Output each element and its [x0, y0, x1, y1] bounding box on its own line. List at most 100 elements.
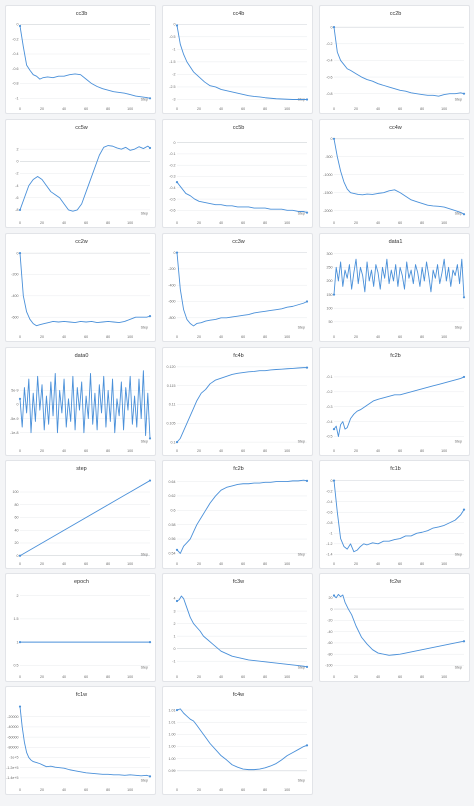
- series-start-point: [18, 397, 22, 400]
- y-tick-label: -80000: [7, 746, 18, 750]
- y-tick-label: -4: [15, 184, 18, 188]
- y-tick-label: -0.4: [326, 420, 332, 424]
- series-line: [176, 181, 308, 214]
- series-start-point: [18, 24, 22, 28]
- y-tick-label: -0.6: [326, 75, 332, 79]
- x-tick-label: 40: [376, 335, 380, 339]
- series-end-point: [148, 315, 152, 318]
- x-tick-label: 0: [176, 562, 178, 566]
- series-end-point: [305, 665, 309, 668]
- x-axis-label: Step: [455, 98, 462, 102]
- series-start-point: [175, 24, 179, 27]
- x-tick-label: 20: [40, 335, 44, 339]
- x-tick-label: 0: [19, 221, 21, 225]
- y-tick-label: 80: [15, 503, 19, 507]
- x-tick-label: 80: [106, 221, 110, 225]
- x-axis-label: Step: [141, 212, 148, 216]
- x-tick-label: 60: [241, 449, 245, 453]
- y-tick-label: -3: [172, 98, 175, 102]
- series-start-point: [18, 554, 22, 557]
- y-tick-label: -1.2: [326, 542, 332, 546]
- x-tick-label: 40: [376, 562, 380, 566]
- x-tick-label: 100: [127, 221, 133, 225]
- x-tick-label: 20: [197, 335, 201, 339]
- y-tick-label: 0.64: [169, 480, 176, 484]
- x-tick-label: 20: [197, 675, 201, 679]
- x-tick-label: 40: [62, 107, 66, 111]
- x-tick-label: 0: [19, 788, 21, 792]
- series-end-point: [305, 366, 309, 369]
- y-tick-label: -20000: [7, 715, 18, 719]
- series-start-point: [332, 594, 336, 597]
- y-tick-label: 3: [174, 609, 176, 613]
- y-tick-label: 0: [17, 160, 19, 164]
- chart-title: fc3w: [233, 579, 244, 585]
- y-tick-label: 1: [174, 634, 176, 638]
- y-tick-label: 0: [331, 479, 333, 483]
- chart-card-cc3w: cc3w 0 -200 -400 -600 -800 0 20 40 60 80 100 Step: [162, 233, 313, 342]
- x-tick-label: 20: [40, 675, 44, 679]
- x-tick-label: 80: [420, 335, 424, 339]
- y-tick-label: -5e-9: [10, 417, 18, 421]
- x-tick-label: 40: [376, 675, 380, 679]
- series-line: [176, 25, 308, 100]
- x-tick-label: 100: [284, 221, 290, 225]
- y-tick-label: -1: [172, 48, 175, 52]
- x-tick-label: 80: [263, 562, 267, 566]
- y-tick-label: -2.5: [169, 85, 175, 89]
- x-tick-label: 100: [441, 221, 447, 225]
- x-tick-label: 0: [333, 221, 335, 225]
- x-tick-label: 0: [19, 562, 21, 566]
- x-axis-label: Step: [141, 98, 148, 102]
- x-axis-label: Step: [455, 440, 462, 444]
- x-tick-label: 60: [398, 221, 402, 225]
- x-tick-label: 60: [84, 788, 88, 792]
- x-tick-label: 40: [62, 675, 66, 679]
- x-tick-label: 100: [127, 675, 133, 679]
- y-tick-label: 0: [17, 403, 19, 407]
- y-tick-label: -0.4: [169, 186, 175, 190]
- y-tick-label: 150: [327, 293, 333, 297]
- chart-title: data1: [389, 239, 403, 245]
- x-tick-label: 40: [219, 107, 223, 111]
- y-tick-label: 100: [13, 490, 19, 494]
- x-tick-label: 20: [40, 221, 44, 225]
- x-tick-label: 80: [263, 675, 267, 679]
- chart-svg: fc2w 20 0 -20 -40 -60 -80 -100 0 20 40 60 80 100 Step: [325, 579, 466, 679]
- y-tick-label: -0.5: [326, 435, 332, 439]
- x-tick-label: 80: [263, 107, 267, 111]
- chart-title: step: [76, 466, 86, 472]
- x-tick-label: 40: [376, 221, 380, 225]
- y-tick-label: 2: [17, 594, 19, 598]
- x-tick-label: 100: [127, 335, 133, 339]
- y-tick-label: 250: [327, 266, 333, 270]
- x-tick-label: 20: [354, 221, 358, 225]
- series-end-point: [148, 97, 152, 100]
- y-tick-label: -0.2: [326, 489, 332, 493]
- y-tick-label: -200: [11, 273, 18, 277]
- x-axis-label: Step: [141, 666, 148, 670]
- chart-card-data1: data1 300 250 200 150 100 50 0 20 40 60 80 100 Step: [319, 233, 470, 342]
- x-tick-label: 80: [263, 221, 267, 225]
- chart-title: fc2b: [390, 353, 400, 359]
- series-start-point: [175, 441, 179, 444]
- series-line: [176, 252, 308, 327]
- y-tick-label: -1500: [323, 191, 332, 195]
- y-tick-label: 0.99: [169, 769, 176, 773]
- x-tick-label: 0: [19, 107, 21, 111]
- series-start-point: [332, 26, 336, 29]
- x-tick-label: 20: [197, 788, 201, 792]
- y-tick-label: 0.11: [169, 403, 176, 407]
- chart-card-data0: data0 5e-9 0 -5e-9 -1e-8 0 20 40 60 80 100 Step: [5, 347, 156, 456]
- y-tick-label: -8: [15, 208, 18, 212]
- chart-card-fc4w: fc4w 1.01 1.01 1.00 1.00 1.00 0.99 0 20 40 60 80 100…: [162, 686, 313, 795]
- x-axis-label: Step: [298, 212, 305, 216]
- chart-card-step: step 100 80 60 40 20 0 0 20 40 60 80 100 Step: [5, 460, 156, 569]
- x-tick-label: 80: [263, 788, 267, 792]
- y-tick-label: 1.01: [169, 708, 176, 712]
- y-tick-label: -0.8: [12, 82, 18, 86]
- x-tick-label: 60: [398, 335, 402, 339]
- chart-card-fc3w: fc3w 4 3 2 1 0 -1 0 20 40 60 80 100 Step: [162, 573, 313, 682]
- y-tick-label: 100: [327, 306, 333, 310]
- y-tick-label: 60: [15, 516, 19, 520]
